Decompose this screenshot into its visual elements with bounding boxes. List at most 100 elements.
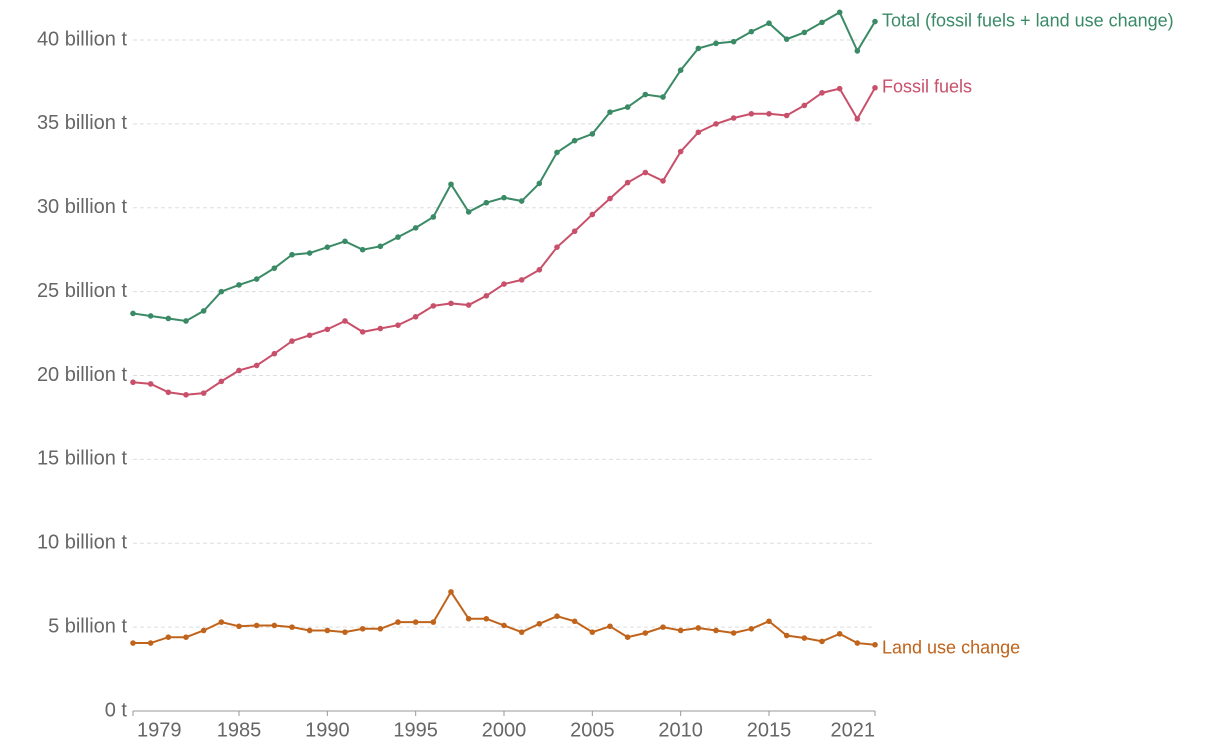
x-tick-label: 2005 — [570, 719, 615, 741]
data-point — [183, 391, 189, 398]
data-point — [766, 618, 772, 625]
y-tick-label: 15 billion t — [37, 448, 128, 470]
data-point — [695, 129, 702, 136]
data-point — [624, 179, 631, 186]
data-point — [483, 615, 490, 622]
data-point — [783, 632, 790, 639]
data-point — [289, 624, 295, 630]
y-tick-label: 35 billion t — [37, 112, 128, 134]
data-point — [395, 234, 401, 240]
data-point — [766, 111, 772, 117]
data-point — [218, 288, 225, 295]
data-point — [359, 246, 366, 253]
y-tick-label: 0 t — [105, 699, 128, 721]
data-point — [253, 362, 260, 369]
data-point — [218, 619, 225, 625]
x-tick-label: 2021 — [831, 719, 876, 741]
data-point — [748, 626, 755, 632]
data-point — [677, 627, 684, 634]
data-point — [236, 367, 242, 374]
data-point — [730, 630, 737, 636]
data-point — [271, 350, 278, 357]
data-point — [359, 329, 366, 335]
data-point — [872, 641, 878, 648]
data-point — [695, 45, 702, 52]
data-point — [377, 325, 384, 332]
data-point — [412, 619, 419, 625]
data-point — [554, 149, 560, 156]
x-tick-label: 2015 — [747, 719, 792, 741]
data-point — [465, 615, 472, 622]
data-point — [677, 148, 684, 155]
data-point — [165, 389, 172, 396]
y-tick-label: 25 billion t — [37, 280, 128, 302]
y-tick-label: 40 billion t — [37, 28, 128, 50]
y-tick-label: 5 billion t — [48, 615, 127, 637]
data-point — [518, 629, 525, 635]
data-point — [624, 104, 631, 110]
y-tick-label: 10 billion t — [37, 532, 128, 554]
data-point — [642, 91, 649, 98]
data-point — [801, 635, 808, 641]
data-point — [200, 390, 207, 396]
data-point — [571, 228, 578, 235]
x-tick-label: 1990 — [305, 719, 350, 741]
data-point — [483, 199, 490, 206]
data-point — [607, 623, 613, 630]
data-point — [872, 85, 878, 91]
data-point — [589, 629, 596, 635]
data-point — [836, 85, 843, 92]
data-point — [236, 623, 242, 630]
data-point — [713, 627, 719, 634]
data-point — [783, 112, 790, 119]
x-tick-label: 1995 — [393, 719, 438, 741]
data-point — [324, 627, 331, 634]
data-point — [836, 9, 843, 16]
data-point — [607, 195, 613, 202]
data-point — [554, 244, 560, 250]
data-point — [642, 169, 649, 176]
data-point — [483, 293, 490, 299]
data-point — [589, 131, 596, 137]
data-point — [342, 238, 348, 245]
data-point — [766, 20, 772, 27]
data-point — [872, 18, 878, 25]
data-point — [571, 618, 578, 625]
data-point — [677, 67, 684, 73]
data-point — [271, 622, 278, 629]
data-point — [324, 244, 331, 250]
data-point — [236, 282, 242, 288]
data-point — [253, 276, 260, 282]
data-point — [165, 634, 172, 640]
data-point — [589, 211, 596, 218]
series-line — [132, 10, 876, 323]
y-tick-label: 20 billion t — [37, 364, 128, 386]
data-point — [306, 332, 313, 339]
series-label: Total (fossil fuels + land use change) — [882, 10, 1174, 30]
data-point — [536, 620, 543, 627]
data-point — [518, 277, 525, 283]
data-point — [536, 267, 543, 273]
data-point — [253, 622, 260, 629]
data-point — [147, 381, 154, 387]
data-point — [536, 180, 543, 187]
data-point — [200, 308, 207, 314]
data-point — [359, 626, 366, 632]
data-point — [200, 627, 207, 634]
data-point — [854, 48, 861, 54]
data-point — [430, 619, 437, 625]
data-point — [289, 251, 295, 258]
data-point — [642, 630, 649, 636]
data-point — [412, 313, 419, 320]
data-point — [448, 589, 454, 595]
x-tick-label: 1979 — [137, 719, 182, 741]
data-point — [730, 38, 737, 45]
data-point — [854, 116, 861, 122]
series-line — [132, 87, 876, 396]
data-point — [660, 94, 666, 100]
data-point — [377, 243, 384, 250]
data-point — [748, 28, 755, 35]
series-label: Fossil fuels — [882, 77, 972, 97]
series-line — [133, 590, 876, 646]
